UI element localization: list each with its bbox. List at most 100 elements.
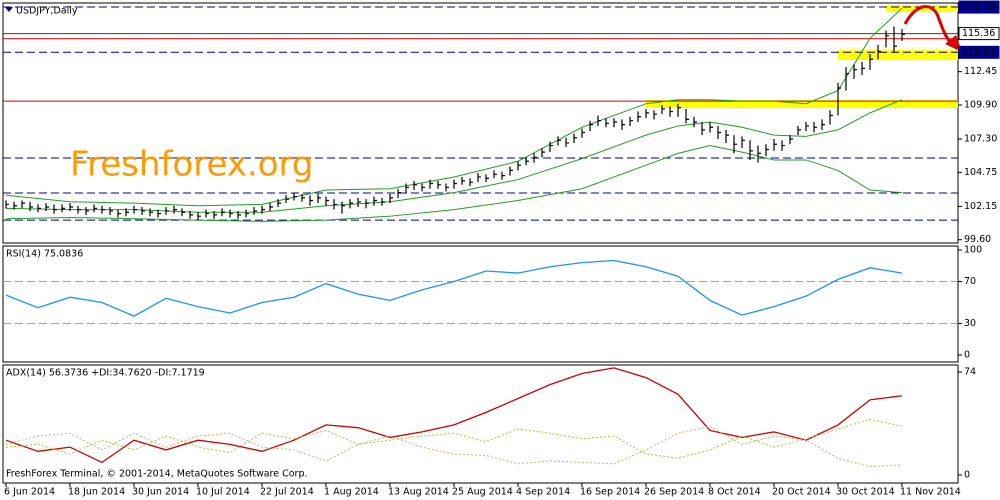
x-tick-label: 1 Aug 2014 [324,487,379,498]
price-bar [205,209,209,218]
price-bar [373,196,377,206]
price-bar [509,166,513,176]
price-tag-label: 117.39 [962,2,995,13]
price-bar [813,122,817,133]
watermark: Freshforex.org [70,145,314,185]
x-tick-label: 6 Jun 2014 [4,487,55,498]
price-bar [701,122,705,136]
price-bar [77,205,81,214]
price-bar [493,170,497,179]
price-bar [229,209,233,218]
price-bar [597,115,601,126]
price-bar [861,61,865,75]
price-bar [421,183,425,192]
price-bar [461,176,465,185]
price-bar [485,174,489,183]
price-tag-label: 113.93 [962,47,995,58]
price-bar [517,161,521,171]
price-bar [437,180,441,189]
price-bar [573,133,577,143]
x-tick-label: 10 Jul 2014 [196,487,250,498]
panel-title: ADX(14) 56.3736 +DI:34.7620 -DI:7.1719 [6,368,205,379]
panel-frame [2,2,959,244]
indicator-line [5,425,903,468]
price-bar [805,122,809,132]
price-bar [165,207,169,215]
band-line [5,7,903,207]
y-tick-label: 99.60 [964,234,991,245]
x-tick-label: 13 Aug 2014 [388,487,449,498]
price-bar [837,82,841,116]
price-bar [277,199,281,208]
price-tag-label: 115.36 [962,28,995,39]
price-bar [829,110,833,125]
price-bar [261,205,265,214]
y-tick-label: 70 [964,276,976,287]
price-bar [789,135,793,145]
price-bar [877,44,881,60]
price-bar [685,108,689,124]
price-bar [85,207,89,215]
x-tick-label: 4 Sep 2014 [516,487,570,498]
y-tick-label: 107.30 [964,134,997,145]
indicator-line [5,259,903,317]
price-bar [645,108,649,119]
price-bar [349,199,353,209]
price-bar [245,209,249,218]
price-bar [429,179,433,189]
price-bar [693,116,697,128]
price-bar [661,105,665,115]
price-tag [958,27,1000,41]
price-bar [141,207,145,215]
price-bar [741,136,745,149]
y-tick-label: 104.75 [964,167,997,178]
price-bar [21,200,25,209]
price-tag [958,45,1000,59]
price-bar [669,106,673,117]
x-tick-label: 30 Oct 2014 [836,487,895,498]
price-bar [565,137,569,147]
price-bar [29,201,33,211]
price-bar [341,201,345,214]
price-bar [173,205,177,214]
price-bar [725,129,729,143]
footer: FreshForex Terminal, © 2001-2014, MetaQu… [6,469,308,480]
price-bar [853,64,857,79]
price-bar [53,204,57,214]
x-tick-label: 26 Sep 2014 [644,487,704,498]
symbol-icon [5,7,13,12]
y-tick-label: 0 [964,349,970,360]
price-bar [653,110,657,120]
price-bar [781,140,785,151]
price-bar [797,125,801,136]
price-bar [557,136,561,146]
price-bar [117,209,121,218]
price-bar [845,67,849,91]
price-bar [413,180,417,191]
price-bar [629,116,633,126]
price-bar [293,192,297,201]
y-tick-label: 112.45 [964,66,997,77]
price-bar [253,207,257,215]
price-bar [157,209,161,218]
panel-title: USDJPY,Daily [16,6,78,17]
price-bar [677,103,681,117]
price-bar [549,141,553,153]
panel-frame [2,245,959,363]
price-bar [325,196,329,206]
price-bar [749,140,753,160]
price-bar [901,29,905,41]
y-tick-label: 30 [964,318,976,329]
price-bar [581,128,585,138]
price-bar [765,144,769,157]
price-bar [525,157,529,166]
x-tick-label: 25 Aug 2014 [452,487,513,498]
price-bar [221,208,225,217]
price-bar [533,153,537,163]
x-tick-label: 20 Oct 2014 [772,487,831,498]
x-tick-label: 16 Sep 2014 [580,487,640,498]
price-bar [213,210,217,219]
